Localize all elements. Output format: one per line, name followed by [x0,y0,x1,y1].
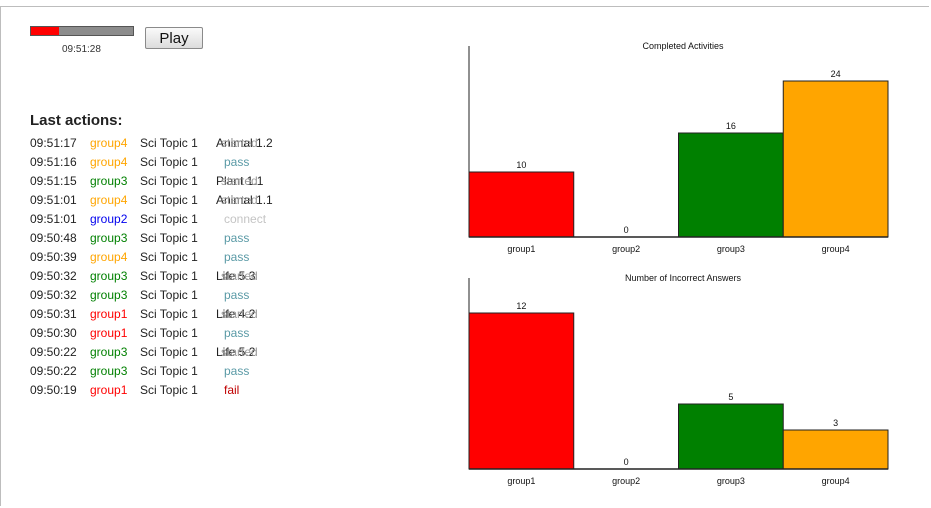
bar-value-label: 3 [833,418,838,428]
action-group: group1 [90,326,128,340]
action-topic: Sci Topic 1 [140,307,198,321]
action-item: Life 4.2 [216,307,256,321]
action-group: group3 [90,364,128,378]
action-time: 09:51:01 [30,212,77,226]
category-label: group2 [612,244,640,254]
action-status: pass [224,326,250,340]
action-status: connect [224,212,267,226]
playback-progress-bar[interactable] [30,26,134,36]
action-topic: Sci Topic 1 [140,136,198,150]
action-item: Life 5.3 [216,269,256,283]
action-group: group4 [90,193,128,207]
category-label: group1 [507,244,535,254]
action-time: 09:50:32 [30,269,77,283]
bar-group4 [782,80,889,238]
action-topic: Sci Topic 1 [140,383,198,397]
action-time: 09:51:15 [30,174,77,188]
bar-value-label: 0 [624,225,629,235]
last-actions-title: Last actions: [30,112,123,129]
action-status: fail [224,383,240,397]
action-topic: Sci Topic 1 [140,174,198,188]
bar-group3 [678,132,784,238]
chart-title: Number of Incorrect Answers [625,273,742,283]
chart-title: Completed Activities [642,41,724,51]
incorrect-answers-chart: Number of Incorrect Answers 12 group1 0 grou… [440,268,920,494]
action-status: pass [224,288,250,302]
action-status: started [221,345,258,359]
category-label: group4 [822,244,850,254]
action-status: pass [224,231,250,245]
action-topic: Sci Topic 1 [140,345,198,359]
action-topic: Sci Topic 1 [140,193,198,207]
action-topic: Sci Topic 1 [140,288,198,302]
action-group: group3 [90,269,128,283]
bar-group3 [678,403,784,470]
action-topic: Sci Topic 1 [140,326,198,340]
action-group: group3 [90,345,128,359]
action-status: started [221,269,258,283]
app-frame [0,6,929,506]
action-time: 09:50:31 [30,307,77,321]
bar-value-label: 0 [624,457,629,467]
action-time: 09:50:32 [30,288,77,302]
bar-group4 [782,429,889,470]
action-status: pass [224,155,250,169]
action-topic: Sci Topic 1 [140,364,198,378]
bar-group1 [468,171,575,238]
action-time: 09:51:17 [30,136,77,150]
action-item: Life 5.2 [216,345,256,359]
action-group: group3 [90,231,128,245]
action-topic: Sci Topic 1 [140,269,198,283]
completed-activities-svg: Completed Activities 10 group1 0 group2 16 gro… [468,41,889,254]
incorrect-answers-svg: Number of Incorrect Answers 12 group1 0 grou… [468,273,889,486]
category-label: group1 [507,476,535,486]
action-time: 09:50:30 [30,326,77,340]
action-topic: Sci Topic 1 [140,155,198,169]
play-button[interactable]: Play [145,27,203,49]
action-status: started [221,307,258,321]
action-status: pass [224,364,250,378]
bar-group1 [468,312,575,470]
action-time: 09:51:01 [30,193,77,207]
action-group: group3 [90,288,128,302]
action-group: group4 [90,250,128,264]
bar-value-label: 12 [516,301,526,311]
playback-time: 09:51:28 [62,44,101,55]
action-item: Animal 1.1 [216,193,273,207]
bar-value-label: 24 [831,69,841,79]
action-group: group4 [90,136,128,150]
action-group: group2 [90,212,128,226]
bar-value-label: 5 [728,392,733,402]
action-status: started [221,136,258,150]
action-time: 09:51:16 [30,155,77,169]
action-topic: Sci Topic 1 [140,250,198,264]
action-time: 09:50:39 [30,250,77,264]
action-status: started [221,193,258,207]
action-item: Animal 1.2 [216,136,273,150]
bar-value-label: 16 [726,121,736,131]
action-time: 09:50:19 [30,383,77,397]
bar-value-label: 10 [516,160,526,170]
action-topic: Sci Topic 1 [140,231,198,245]
category-label: group4 [822,476,850,486]
action-item: Plant 1.1 [216,174,264,188]
category-label: group2 [612,476,640,486]
completed-activities-chart: Completed Activities 10 group1 0 group2 16 gro… [440,36,920,262]
action-status: pass [224,250,250,264]
action-time: 09:50:22 [30,345,77,359]
action-time: 09:50:22 [30,364,77,378]
action-topic: Sci Topic 1 [140,212,198,226]
action-group: group1 [90,383,128,397]
action-time: 09:50:48 [30,231,77,245]
action-group: group1 [90,307,128,321]
category-label: group3 [717,476,745,486]
action-status: started [221,174,258,188]
category-label: group3 [717,244,745,254]
progress-fill [31,27,59,35]
action-group: group3 [90,174,128,188]
action-group: group4 [90,155,128,169]
